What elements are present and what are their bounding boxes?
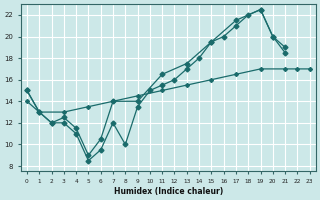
X-axis label: Humidex (Indice chaleur): Humidex (Indice chaleur) <box>114 187 223 196</box>
